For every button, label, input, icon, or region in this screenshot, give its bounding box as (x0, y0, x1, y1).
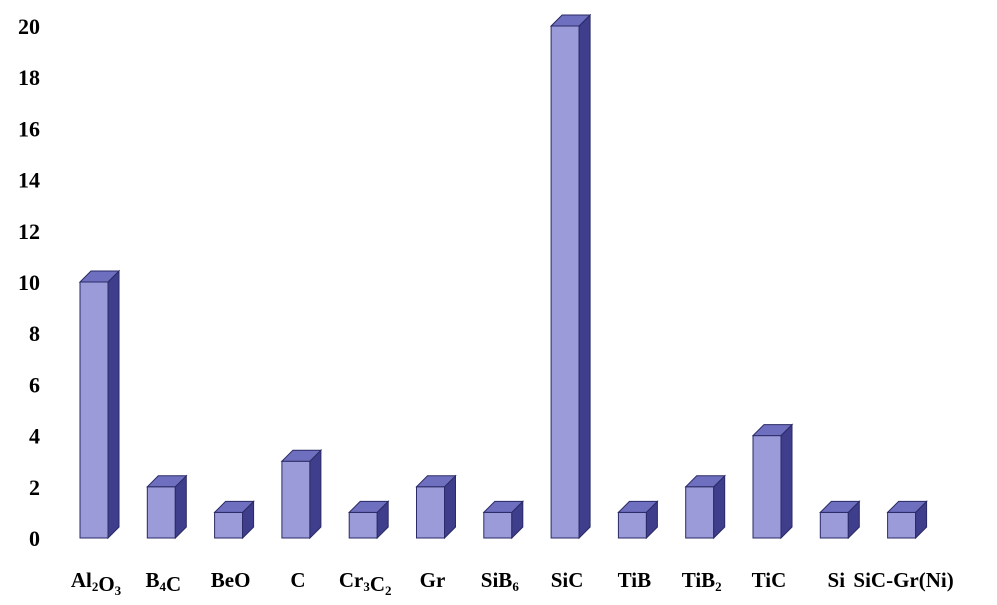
bar-front (417, 487, 445, 538)
bar (417, 476, 456, 538)
bar (349, 501, 388, 538)
bar-front (215, 512, 243, 538)
x-tick-label: Si (828, 568, 846, 592)
y-tick-label: 14 (18, 168, 40, 193)
y-tick-label: 4 (29, 424, 40, 449)
y-tick-label: 2 (29, 475, 40, 500)
y-tick-label: 8 (29, 321, 40, 346)
x-tick-label: TiC (752, 568, 787, 592)
x-tick-label: C (290, 568, 305, 592)
y-tick-label: 12 (18, 219, 40, 244)
y-tick-label: 6 (29, 372, 40, 397)
x-tick-label: BeO (211, 568, 251, 592)
bar-front (820, 512, 848, 538)
bar-side (579, 15, 590, 538)
x-tick-label: TiB2 (682, 568, 722, 594)
bar-front (551, 26, 579, 538)
bar-front (686, 487, 714, 538)
bar-front (753, 436, 781, 538)
bar-front (349, 512, 377, 538)
bar (80, 271, 119, 538)
y-tick-label: 16 (18, 116, 40, 141)
y-tick-label: 0 (29, 526, 40, 551)
x-tick-label: TiB (618, 568, 651, 592)
bar (215, 501, 254, 538)
bar-front (888, 512, 916, 538)
bar (484, 501, 523, 538)
bar (618, 501, 657, 538)
x-tick-label: Gr (420, 568, 446, 592)
y-tick-label: 18 (18, 65, 40, 90)
bar-front (147, 487, 175, 538)
bar (147, 476, 186, 538)
bar (888, 501, 927, 538)
bar-front (282, 461, 310, 538)
bar-side (108, 271, 119, 538)
bar-front (618, 512, 646, 538)
bar (551, 15, 590, 538)
bar-front (80, 282, 108, 538)
bar (820, 501, 859, 538)
bar (282, 450, 321, 538)
bar (686, 476, 725, 538)
bar-side (781, 425, 792, 538)
bar-front (484, 512, 512, 538)
x-tick-label: B4C (145, 568, 181, 596)
x-tick-label: Cr3C2 (339, 568, 392, 598)
y-tick-label: 10 (18, 270, 40, 295)
y-tick-label: 20 (18, 14, 40, 39)
bar (753, 425, 792, 538)
x-tick-label: SiB6 (481, 568, 520, 594)
x-axis: Al2O3 B4C BeO C Cr3C2 Gr SiB6 SiC TiB TiB2 TiC Si Si… (71, 568, 954, 598)
x-tick-label: SiC (551, 568, 584, 592)
bar-side (310, 450, 321, 538)
x-tick-label: SiC-Gr(Ni) (853, 568, 953, 592)
y-axis: 0 2 4 6 8 10 12 14 16 18 20 (18, 14, 40, 551)
x-tick-label: Al2O3 (71, 568, 122, 598)
bars (80, 15, 927, 538)
